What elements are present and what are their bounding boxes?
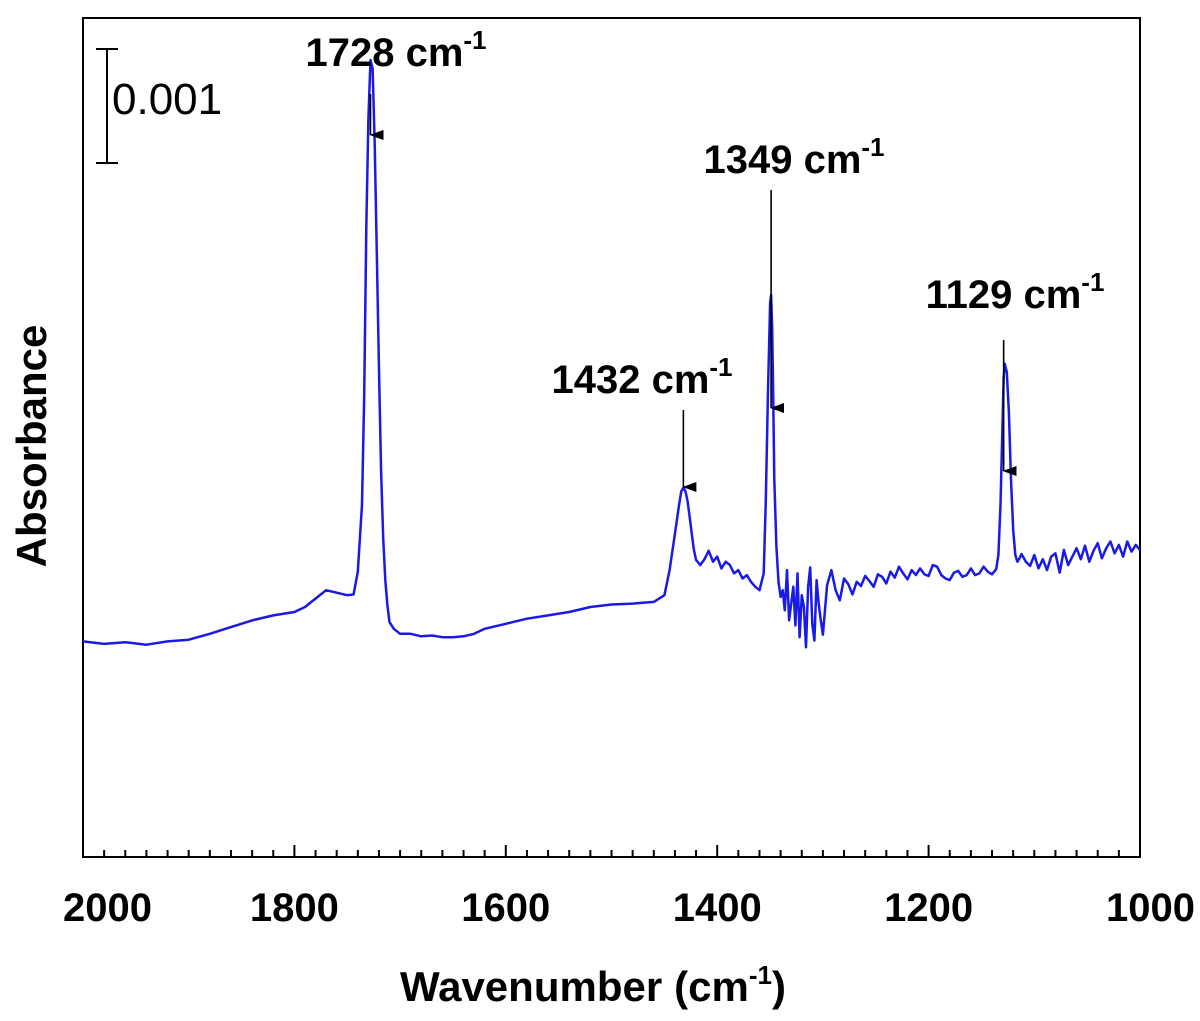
scale-bar: 0.001 <box>96 48 222 164</box>
scale-bar-label: 0.001 <box>112 75 222 124</box>
peak-annotations: 1728 cm-1 1432 cm-1 1349 cm-1 1129 cm-1 <box>305 25 1105 492</box>
plot-area-frame <box>82 17 1141 858</box>
x-tick-label: 1600 <box>461 886 550 930</box>
x-axis-label: Wavenumber (cm-1) <box>400 960 786 1010</box>
x-tick-label: 1000 <box>1106 886 1195 930</box>
peak-label-1129: 1129 cm-1 <box>926 267 1105 317</box>
x-tick-label: 1400 <box>673 886 762 930</box>
x-axis-tick-labels: 2000 1800 1600 1400 1200 1000 <box>63 886 1195 930</box>
x-tick-label: 1800 <box>250 886 339 930</box>
peak-label-1432: 1432 cm-1 <box>551 352 732 402</box>
peak-label-1728: 1728 cm-1 <box>305 25 486 75</box>
y-axis-label: Absorbance <box>8 325 55 568</box>
x-axis-label-main: Wavenumber <box>400 963 662 1010</box>
x-tick-label: 2000 <box>63 886 152 930</box>
x-axis-label-unit-exponent: -1 <box>749 960 772 990</box>
spectrum-series-line <box>82 58 1141 649</box>
peak-label-1349: 1349 cm-1 <box>703 132 884 182</box>
x-axis-label-unit: (cm <box>674 963 749 1010</box>
x-axis-label-unit-close: ) <box>772 963 786 1010</box>
x-tick-label: 1200 <box>884 886 973 930</box>
x-axis-ticks <box>82 845 1141 857</box>
